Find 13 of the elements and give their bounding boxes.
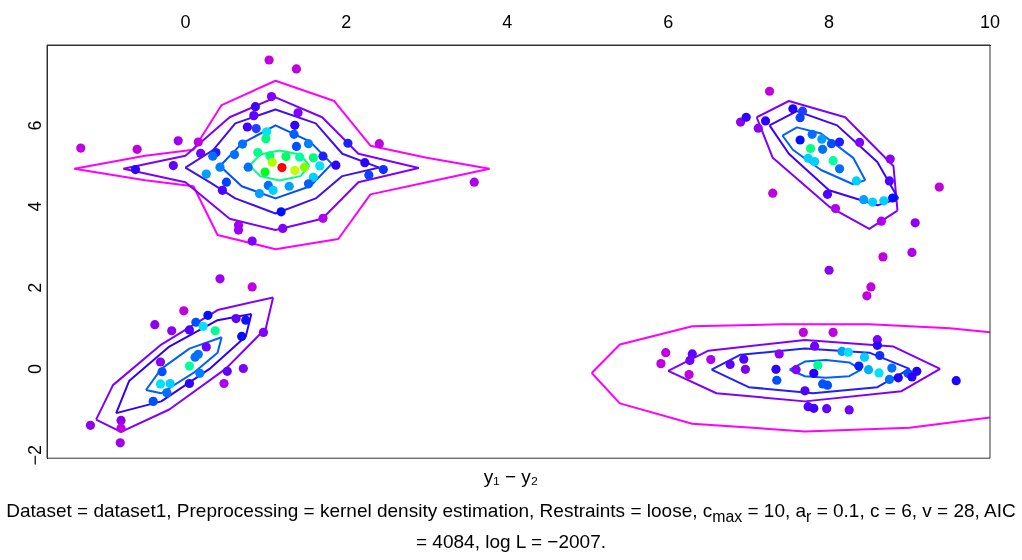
- x-tick-label: 10: [979, 12, 1001, 33]
- x-axis-title: y₁ − y₂: [482, 466, 540, 488]
- text: Dataset = dataset1, Preprocessing = kernel density estimation, Restraints = loose, c$_{max}$ = 10, a$_{r}$ = 0.1, c = 6, v = 28, AIC = 4084, log L = −2007.: [6, 500, 1016, 552]
- x-tick-label: 4: [502, 12, 513, 33]
- y-tick-label: 4: [24, 201, 45, 212]
- y-tick-label: 6: [24, 120, 45, 131]
- y-tick-label: −2: [24, 445, 45, 466]
- y-tick-label: 0: [24, 363, 45, 374]
- x-tick-label: 6: [663, 12, 674, 33]
- x-tick-label: 8: [824, 12, 835, 33]
- y-tick-label: 2: [24, 282, 45, 293]
- x-tick-label: 0: [180, 12, 191, 33]
- x-tick-label: 2: [341, 12, 352, 33]
